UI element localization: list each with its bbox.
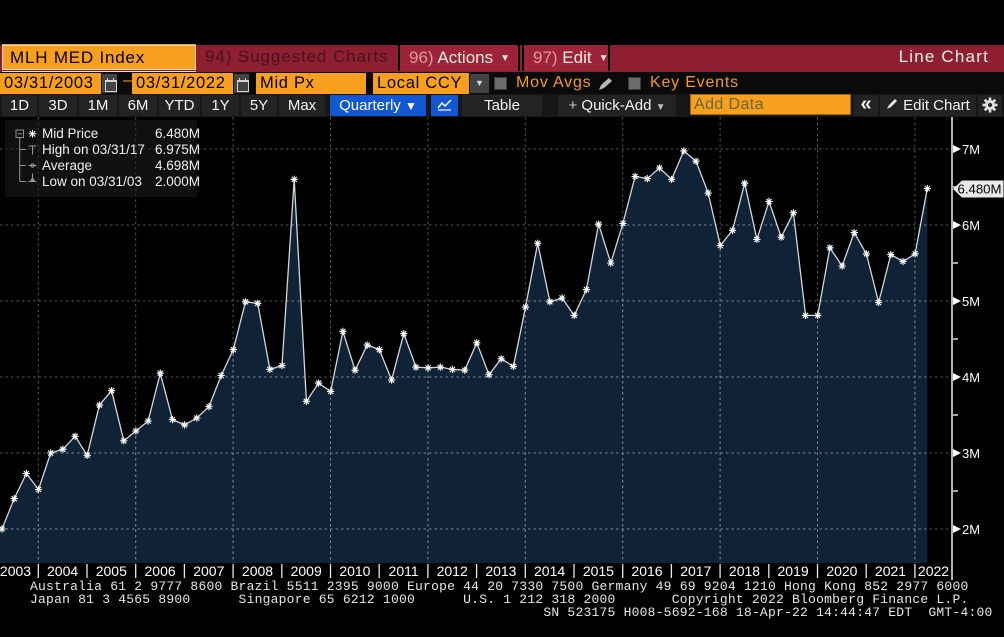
svg-text:2006: 2006 bbox=[145, 563, 176, 579]
svg-text:7M: 7M bbox=[962, 142, 980, 157]
svg-text:2015: 2015 bbox=[583, 563, 614, 579]
svg-text:2010: 2010 bbox=[339, 563, 370, 579]
svg-text:2021: 2021 bbox=[875, 563, 906, 579]
svg-text:2M: 2M bbox=[962, 522, 980, 537]
svg-text:2013: 2013 bbox=[485, 563, 516, 579]
svg-text:3M: 3M bbox=[962, 446, 980, 461]
svg-text:2011: 2011 bbox=[389, 563, 419, 579]
svg-text:2007: 2007 bbox=[193, 563, 224, 579]
svg-text:5M: 5M bbox=[962, 294, 980, 309]
svg-text:2016: 2016 bbox=[631, 563, 662, 579]
svg-text:2014: 2014 bbox=[534, 563, 565, 579]
svg-text:2020: 2020 bbox=[826, 563, 857, 579]
svg-text:6.480M: 6.480M bbox=[958, 182, 1002, 197]
svg-text:2008: 2008 bbox=[242, 563, 273, 579]
svg-text:2019: 2019 bbox=[778, 563, 809, 579]
svg-text:2003: 2003 bbox=[0, 563, 31, 579]
svg-text:2005: 2005 bbox=[96, 563, 127, 579]
svg-text:2004: 2004 bbox=[47, 563, 78, 579]
svg-text:2009: 2009 bbox=[291, 563, 322, 579]
svg-text:4M: 4M bbox=[962, 370, 980, 385]
svg-text:2012: 2012 bbox=[437, 563, 468, 579]
svg-text:2017: 2017 bbox=[680, 563, 711, 579]
svg-text:6M: 6M bbox=[962, 218, 980, 233]
svg-text:2018: 2018 bbox=[729, 563, 760, 579]
svg-text:2022: 2022 bbox=[918, 563, 949, 579]
